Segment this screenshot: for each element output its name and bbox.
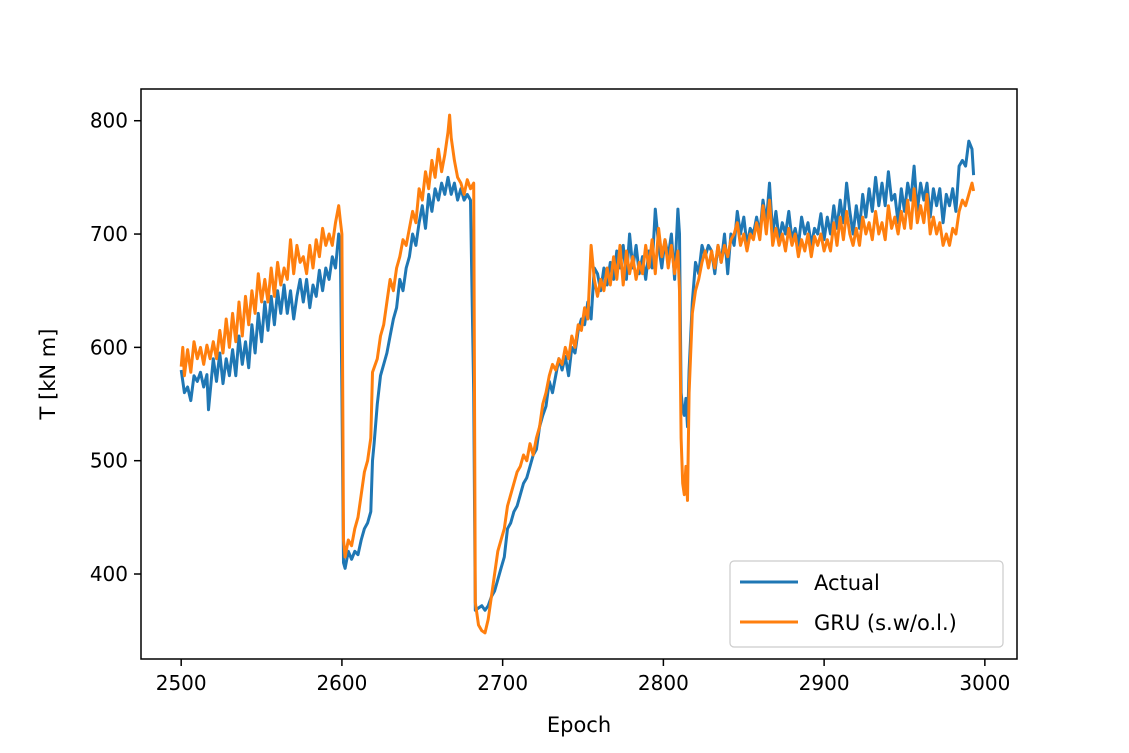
- y-axis-ticks: 400 500 600 700 800: [90, 109, 141, 586]
- y-tick-label: 800: [90, 109, 128, 133]
- y-axis-label: T [kN m]: [36, 329, 60, 421]
- y-tick-label: 500: [90, 449, 128, 473]
- x-tick-label: 2600: [316, 671, 367, 695]
- series-layer: [179, 113, 976, 635]
- x-tick-label: 3000: [959, 671, 1010, 695]
- legend-label-actual: Actual: [814, 571, 880, 595]
- y-tick-label: 600: [90, 335, 128, 359]
- legend: Actual GRU (s.w/o.l.): [729, 560, 1004, 648]
- legend-label-gru: GRU (s.w/o.l.): [814, 611, 957, 635]
- legend-box: [729, 560, 1004, 648]
- x-tick-label: 2500: [156, 671, 207, 695]
- series-line-gru: [179, 113, 976, 635]
- x-tick-label: 2900: [799, 671, 850, 695]
- x-tick-label: 2700: [477, 671, 528, 695]
- y-tick-label: 400: [90, 562, 128, 586]
- x-tick-label: 2800: [638, 671, 689, 695]
- x-axis-ticks: 2500 2600 2700 2800 2900 3000: [156, 659, 1010, 695]
- plot-frame: [140, 88, 1018, 660]
- y-tick-label: 700: [90, 222, 128, 246]
- x-axis-label: Epoch: [547, 713, 611, 737]
